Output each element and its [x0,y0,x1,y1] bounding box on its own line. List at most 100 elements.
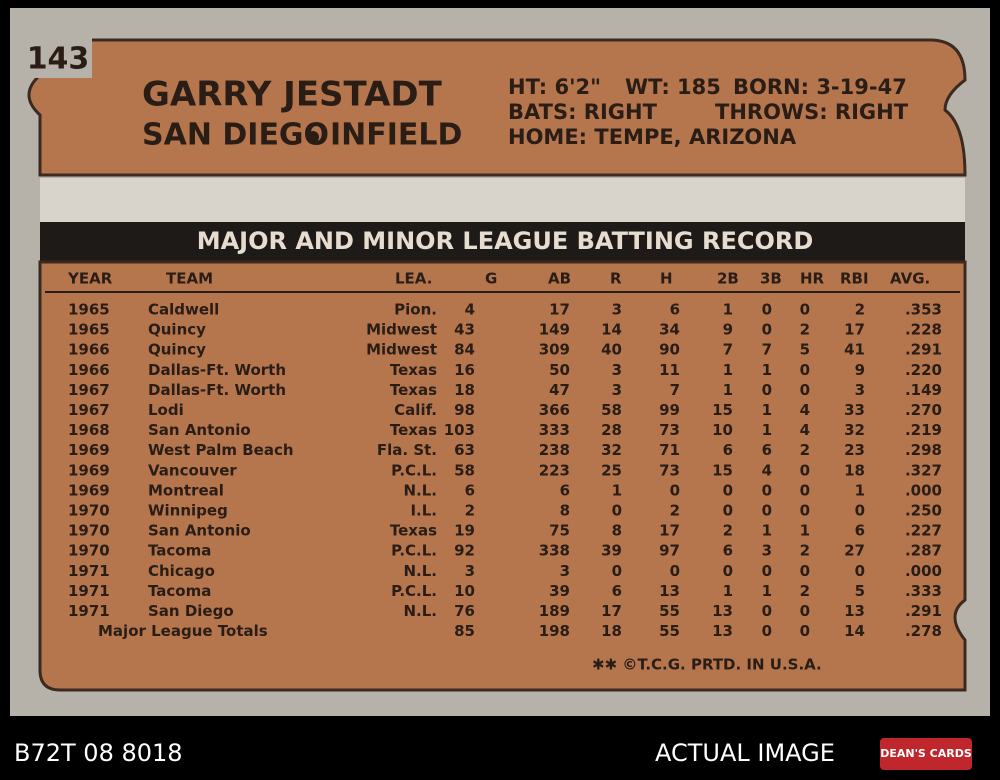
column-header: G [485,270,497,288]
sku: B72T 08 8018 [14,739,183,767]
cell: 1969 [68,441,110,459]
cell: Caldwell [148,301,219,319]
cell: 58 [454,461,475,479]
cell: Midwest [366,321,437,339]
cell: 6 [670,301,680,319]
cell: 27 [844,542,865,560]
cell: 338 [539,542,570,560]
totals-cell: 55 [659,622,680,640]
cell: 19 [454,522,475,540]
cell: Dallas-Ft. Worth [148,361,286,379]
cell: West Palm Beach [148,441,294,459]
cell: 2 [670,502,680,520]
cell: 0 [762,602,772,620]
cell: 2 [800,582,810,600]
cell: 238 [539,441,570,459]
cell: .291 [905,341,942,359]
column-header: LEA. [395,270,432,288]
cell: 1969 [68,481,110,499]
position: INFIELD [330,118,462,153]
cell: .270 [905,401,942,419]
cell: 3 [612,361,622,379]
cell: 1967 [68,381,110,399]
cell: N.L. [403,602,437,620]
cell: .000 [905,481,942,499]
bio-item: HT: 6'2" [508,75,601,99]
cell: 6 [560,481,570,499]
cell: 1 [762,421,772,439]
cell: 149 [539,321,570,339]
cell: Calif. [394,401,437,419]
cell: .291 [905,602,942,620]
cell: 0 [800,481,810,499]
cell: 17 [659,522,680,540]
cell: 223 [539,461,570,479]
cell: 15 [712,461,733,479]
cell: 15 [712,401,733,419]
cell: 3 [560,562,570,580]
cell: .228 [905,321,942,339]
cell: 13 [844,602,865,620]
cell: 1965 [68,301,110,319]
cell: 6 [723,441,733,459]
cell: .287 [905,542,942,560]
player-name: GARRY JESTADT [142,75,443,115]
cell: Lodi [148,401,184,419]
cell: 0 [800,562,810,580]
cell: 43 [454,321,475,339]
cell: 55 [659,602,680,620]
cell: Chicago [148,562,215,580]
cell: 13 [659,582,680,600]
cell: 0 [723,562,733,580]
number-box [20,38,92,78]
cell: Fla. St. [377,441,437,459]
cell: 1970 [68,542,110,560]
cell: 3 [612,381,622,399]
cell: 9 [723,321,733,339]
cell: 1 [723,381,733,399]
cell: 17 [844,321,865,339]
logo-text: DEAN'S CARDS [880,747,972,760]
cell: 17 [601,602,622,620]
cell: 34 [659,321,680,339]
cell: 97 [659,542,680,560]
cell: 9 [855,361,865,379]
cell: 6 [855,522,865,540]
totals-cell: 14 [844,622,865,640]
card-number: 143 [27,42,90,77]
cell: .000 [905,562,942,580]
cell: 333 [539,421,570,439]
cell: 28 [601,421,622,439]
cell: .250 [905,502,942,520]
cell: 0 [670,481,680,499]
column-header: YEAR [67,270,113,288]
cell: Vancouver [148,461,237,479]
bio-item: BORN: 3-19-47 [733,75,907,99]
cell: 1 [612,481,622,499]
cell: 8 [560,502,570,520]
cell: 7 [762,341,772,359]
cell: 25 [601,461,622,479]
cell: 2 [855,301,865,319]
column-header: TEAM [166,270,213,288]
cell: 32 [844,421,865,439]
cell: 0 [800,381,810,399]
cell: .298 [905,441,942,459]
cell: 1 [800,522,810,540]
cell: 0 [762,321,772,339]
cell: .220 [905,361,942,379]
cell: 4 [800,421,810,439]
cell: 0 [723,502,733,520]
separator-dot [307,131,319,143]
cell: 0 [612,562,622,580]
column-header: RBI [840,270,869,288]
cell: Texas [390,522,437,540]
cell: 33 [844,401,865,419]
top-panel [27,38,967,177]
cell: 0 [800,361,810,379]
cell: 13 [712,602,733,620]
cell: San Diego [148,602,234,620]
cell: 0 [855,562,865,580]
table-title: MAJOR AND MINOR LEAGUE BATTING RECORD [197,227,814,255]
bio-item: WT: 185 [625,75,721,99]
